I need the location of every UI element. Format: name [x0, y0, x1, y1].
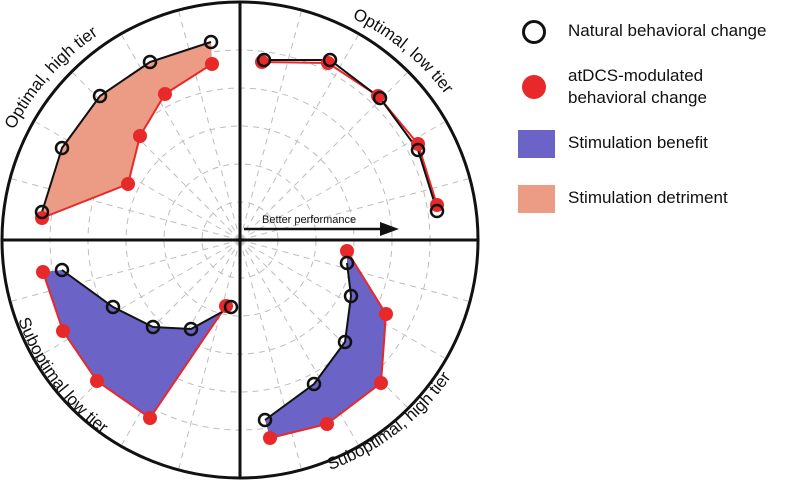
optimal-high-tier-natural-line	[41, 41, 212, 213]
optimal-high-tier-atdcs-point	[133, 129, 147, 143]
optimal-high-tier-natural-point	[92, 88, 108, 104]
suboptimal-low-tier-natural-line	[61, 269, 232, 331]
suboptimal-high-tier-atdcs-point	[320, 417, 334, 431]
legend-label: Stimulation detriment	[568, 188, 728, 207]
suboptimal-high-tier-atdcs-point	[374, 376, 388, 390]
markers-layer	[34, 34, 445, 445]
label-optimal-low-tier: Optimal, low tier	[350, 5, 457, 98]
optimal-low-tier-natural-point	[429, 203, 445, 219]
suboptimal-high-tier-natural-point	[306, 376, 322, 392]
optimal-high-tier-area	[42, 42, 212, 218]
suboptimal-high-tier-natural-point	[337, 334, 353, 350]
optimal-low-tier-natural-point	[372, 90, 388, 106]
optimal-high-tier-atdcs-point	[121, 177, 135, 191]
optimal-low-tier-natural-point	[256, 52, 272, 68]
grid-spoke	[239, 11, 302, 241]
suboptimal-high-tier-atdcs-point	[263, 431, 277, 445]
suboptimal-low-tier-natural-point	[105, 299, 121, 315]
suboptimal-high-tier-natural-point	[339, 255, 355, 271]
suboptimal-high-tier-natural-point	[343, 288, 359, 304]
legend-label: atDCS-modulated behavioral change	[568, 66, 707, 107]
suboptimal-low-tier-natural-point	[54, 262, 70, 278]
optimal-low-tier-atdcs-line	[261, 61, 438, 206]
suboptimal-high-tier-atdcs-point	[340, 244, 354, 258]
optimal-high-tier-atdcs-point	[158, 87, 172, 101]
suboptimal-low-tier-natural-point	[145, 319, 161, 335]
suboptimal-high-tier-area	[265, 251, 386, 438]
open-circle-marker	[522, 20, 546, 44]
optimal-high-tier-natural-point	[54, 140, 70, 156]
arrow-label: Better performance	[262, 214, 356, 226]
suboptimal-low-tier-atdcs-point	[143, 411, 157, 425]
suboptimal-high-tier-atdcs-point	[379, 307, 393, 321]
filled-circle-marker	[522, 75, 546, 99]
suboptimal-high-tier-natural-line	[264, 262, 353, 421]
optimal-low-tier-natural-point	[322, 52, 338, 68]
suboptimal-low-tier-atdcs-point	[36, 265, 50, 279]
suboptimal-high-tier-natural-point	[257, 412, 273, 428]
legend: Natural behavioral change atDCS-modulate…	[518, 0, 800, 483]
suboptimal-low-tier-area	[43, 270, 231, 418]
legend-label: Natural behavioral change	[568, 21, 767, 40]
optimal-high-tier-atdcs-point	[205, 57, 219, 71]
optimal-high-tier-natural-point	[34, 204, 50, 220]
optimal-high-tier-natural-point	[203, 34, 219, 50]
better-performance-arrow	[244, 222, 399, 236]
optimal-low-tier-natural-point	[410, 142, 426, 158]
suboptimal-low-tier-atdcs-point	[56, 324, 70, 338]
blue-swatch	[518, 130, 555, 158]
legend-label: Stimulation benefit	[568, 133, 708, 152]
suboptimal-low-tier-natural-point	[223, 299, 239, 315]
suboptimal-low-tier-natural-point	[183, 321, 199, 337]
optimal-high-tier-natural-point	[142, 54, 158, 70]
suboptimal-low-tier-atdcs-point	[90, 374, 104, 388]
salmon-swatch	[518, 185, 555, 213]
